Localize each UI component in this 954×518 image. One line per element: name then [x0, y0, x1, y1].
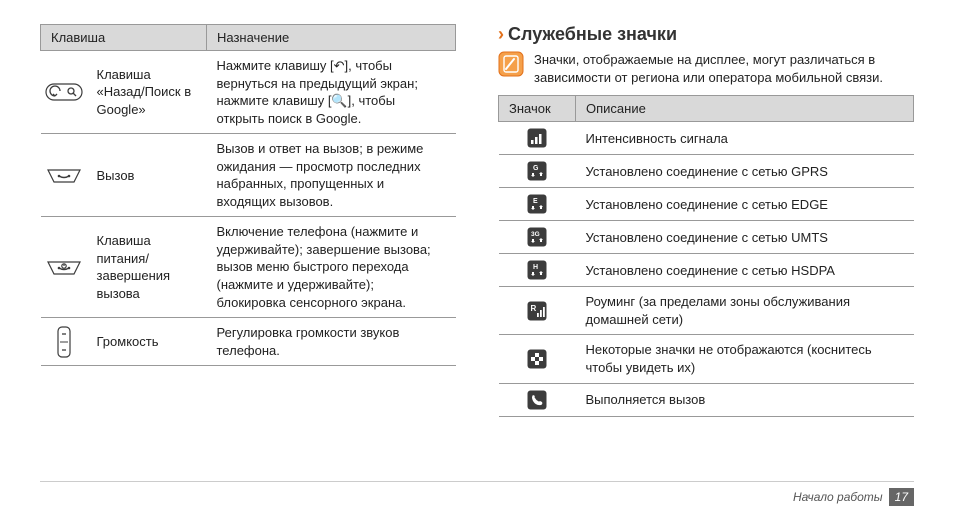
- table-row: ГромкостьРегулировка громкости звуков те…: [41, 318, 456, 366]
- indicator-description: Некоторые значки не отображаются (коснит…: [576, 335, 914, 383]
- key-label: Вызов: [87, 134, 207, 217]
- umts-icon: 3G: [499, 221, 576, 254]
- indicators-table: Значок Описание Интенсивность сигнала G …: [498, 95, 914, 416]
- svg-text:E: E: [533, 198, 538, 205]
- key-label: Клавиша питания/завершения вызова: [87, 217, 207, 318]
- table-row: E Установлено соединение с сетью EDGE: [499, 188, 914, 221]
- table-row: G Установлено соединение с сетью GPRS: [499, 155, 914, 188]
- back-search-key: [41, 51, 87, 134]
- signal-icon: [499, 122, 576, 155]
- indicator-description: Установлено соединение с сетью HSDPA: [576, 254, 914, 287]
- indicator-description: Роуминг (за пределами зоны обслуживания …: [576, 287, 914, 335]
- more-icon: [499, 335, 576, 383]
- table-row: Интенсивность сигнала: [499, 122, 914, 155]
- key-description: Включение телефона (нажмите и удерживайт…: [207, 217, 456, 318]
- note-text: Значки, отображаемые на дисплее, могут р…: [534, 51, 914, 87]
- gprs-icon: G: [499, 155, 576, 188]
- table-row: Клавиша «Назад/Поиск в Google»Нажмите кл…: [41, 51, 456, 134]
- power-key: [41, 217, 87, 318]
- call-key: [41, 134, 87, 217]
- table-row: Выполняется вызов: [499, 383, 914, 416]
- table-row: Некоторые значки не отображаются (коснит…: [499, 335, 914, 383]
- key-label: Громкость: [87, 318, 207, 366]
- footer-rule: [40, 481, 914, 482]
- svg-text:H: H: [533, 264, 538, 271]
- svg-text:3G: 3G: [531, 231, 540, 238]
- page-footer: Начало работы 17: [793, 488, 914, 506]
- table-row: ВызовВызов и ответ на вызов; в режиме ож…: [41, 134, 456, 217]
- chevron-icon: ›: [498, 24, 504, 44]
- page-number: 17: [889, 488, 914, 506]
- indicator-description: Выполняется вызов: [576, 383, 914, 416]
- indicator-description: Установлено соединение с сетью EDGE: [576, 188, 914, 221]
- volume-key: [41, 318, 87, 366]
- svg-text:R: R: [531, 304, 537, 313]
- keys-table-container: Клавиша Назначение Клавиша «Назад/Поиск …: [40, 24, 456, 417]
- section-heading: ›Служебные значки: [498, 24, 914, 45]
- ind-col-icon: Значок: [499, 96, 576, 122]
- keys-col-key: Клавиша: [41, 25, 207, 51]
- note-icon: [498, 51, 524, 77]
- table-row: Клавиша питания/завершения вызоваВключен…: [41, 217, 456, 318]
- table-row: 3G Установлено соединение с сетью UMTS: [499, 221, 914, 254]
- footer-section: Начало работы: [793, 490, 883, 504]
- key-description: Регулировка громкости звуков телефона.: [207, 318, 456, 366]
- svg-text:G: G: [533, 165, 539, 172]
- hsdpa-icon: H: [499, 254, 576, 287]
- indicator-description: Интенсивность сигнала: [576, 122, 914, 155]
- key-description: Нажмите клавишу [↶], чтобы вернуться на …: [207, 51, 456, 134]
- table-row: H Установлено соединение с сетью HSDPA: [499, 254, 914, 287]
- table-row: R Роуминг (за пределами зоны обслуживани…: [499, 287, 914, 335]
- indicator-description: Установлено соединение с сетью UMTS: [576, 221, 914, 254]
- indicator-description: Установлено соединение с сетью GPRS: [576, 155, 914, 188]
- key-description: Вызов и ответ на вызов; в режиме ожидани…: [207, 134, 456, 217]
- indicators-container: ›Служебные значки Значки, отображаемые н…: [498, 24, 914, 417]
- ind-col-desc: Описание: [576, 96, 914, 122]
- roaming-icon: R: [499, 287, 576, 335]
- calling-icon: [499, 383, 576, 416]
- note-box: Значки, отображаемые на дисплее, могут р…: [498, 51, 914, 87]
- edge-icon: E: [499, 188, 576, 221]
- keys-col-desc: Назначение: [207, 25, 456, 51]
- keys-table: Клавиша Назначение Клавиша «Назад/Поиск …: [40, 24, 456, 366]
- key-label: Клавиша «Назад/Поиск в Google»: [87, 51, 207, 134]
- section-title: Служебные значки: [508, 24, 677, 44]
